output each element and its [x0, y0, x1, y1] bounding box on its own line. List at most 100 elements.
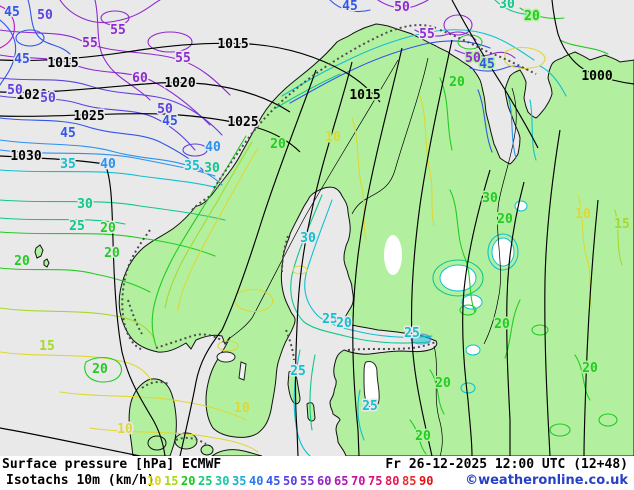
wind-label-20: 20: [14, 254, 30, 269]
contour-yellow: [89, 427, 259, 453]
wind-label-55: 55: [419, 27, 435, 42]
pressure-label-1025: 1025: [227, 115, 258, 130]
scale-value-75: 75: [368, 474, 383, 488]
wind-label-20: 20: [582, 361, 598, 376]
pressure-label-1025: 1025: [73, 109, 104, 124]
wind-label-10: 10: [117, 422, 133, 437]
contour-cyan-baltic: [293, 349, 311, 456]
wind-label-45: 45: [342, 0, 358, 14]
wind-label-30: 30: [77, 197, 93, 212]
contour-lime-land: [614, 209, 623, 266]
isotach-color-scale: 10 15 20 25 30 35 40 45 50 55 60 65 70 75 80 85 90: [147, 474, 436, 488]
isobar: [506, 181, 525, 456]
contour-green-ring: [459, 304, 477, 316]
contour-lake-ring: [432, 259, 484, 297]
wind-label-20: 20: [494, 317, 510, 332]
wind-label-50: 50: [40, 91, 56, 106]
contour-lake-ring: [487, 233, 519, 271]
snowfield-finland: [384, 235, 402, 275]
contour-teal: [0, 217, 126, 225]
surface-pressure-title: Surface pressure [hPa] ECMWF: [2, 457, 222, 472]
contour-green-land: [151, 135, 247, 347]
weather-map: 1015 1015 1015 1020 1020 1025 1025 1030 1000 45 50…: [0, 0, 634, 456]
wind-label-20: 20: [92, 362, 108, 377]
contour-yellow-land: [419, 95, 435, 227]
contour-blue: [27, 0, 71, 55]
scale-value-60: 60: [317, 474, 332, 488]
isobar: [451, 0, 539, 149]
wind-label-30: 30: [499, 0, 515, 12]
contour-teal-coastal: [275, 73, 341, 109]
island-small: [200, 444, 214, 456]
border-norway-sweden: [229, 59, 399, 339]
wind-label-30: 30: [300, 231, 316, 246]
scale-value-90: 90: [419, 474, 434, 488]
wind-label-35: 35: [60, 157, 76, 172]
wind-label-25: 25: [362, 399, 378, 414]
contour-violet: [0, 77, 223, 136]
wind-label-50: 50: [7, 83, 23, 98]
contour-cyan-baltic: [357, 389, 365, 441]
isobar-1000: [551, 0, 634, 85]
wind-label-20: 20: [104, 246, 120, 261]
contour-cyan-gulf: [304, 199, 433, 338]
wind-label-40: 40: [100, 157, 116, 172]
wind-label-20: 20: [270, 137, 286, 152]
contour-blue: [469, 65, 529, 72]
isobar: [179, 69, 317, 456]
contour-purple-ring: [443, 14, 473, 36]
mountain-estonia-coast: [347, 341, 437, 351]
wind-label-45: 45: [162, 114, 178, 129]
pressure-label-1015: 1015: [349, 88, 380, 103]
lake-ladoga-edge: [465, 344, 481, 356]
contour-green-land: [574, 354, 591, 401]
border-sweden-finland: [351, 57, 429, 215]
pressure-label-1015: 1015: [47, 56, 78, 71]
wind-label-55: 55: [175, 51, 191, 66]
isobar: [544, 129, 561, 456]
contour-green-ring: [84, 356, 123, 383]
isobar: [410, 39, 453, 456]
pressure-label-1015: 1015: [217, 37, 248, 52]
wind-label-25: 25: [69, 219, 85, 234]
contour-cyan: [0, 169, 219, 189]
contour-lightblue: [0, 149, 216, 177]
contour-green-ring: [549, 423, 571, 437]
contour-purple-ring: [147, 31, 193, 53]
mountain-ridge: [439, 29, 537, 75]
isotachs-title: Isotachs 10m (km/h): [6, 473, 155, 488]
scale-value-25: 25: [198, 474, 213, 488]
wind-label-50: 50: [157, 102, 173, 117]
scale-value-80: 80: [385, 474, 400, 488]
wind-label-25: 25: [290, 364, 306, 379]
scale-value-20: 20: [181, 474, 196, 488]
contour-green: [0, 267, 151, 293]
contour-green: [0, 231, 216, 257]
wind-label-55: 55: [110, 23, 126, 38]
wind-label-20: 20: [100, 221, 116, 236]
wind-label-20: 20: [524, 9, 540, 24]
wind-label-15: 15: [614, 217, 630, 232]
mountain-ridge: [155, 333, 225, 349]
pressure-label-1000: 1000: [581, 69, 612, 84]
lake-vanern: [216, 351, 236, 363]
contour-cyan: [539, 65, 567, 97]
contour-green-land: [504, 299, 521, 359]
wind-label-45: 45: [14, 52, 30, 67]
copyright-link[interactable]: ©weatheronline.co.uk: [465, 473, 628, 488]
contour-yellow-land: [177, 147, 259, 311]
mountain-denmark: [141, 380, 169, 389]
wind-label-35: 35: [184, 159, 200, 174]
pressure-label-1020: 1020: [164, 76, 195, 91]
mountain-ridge: [213, 24, 437, 189]
scale-value-15: 15: [164, 474, 179, 488]
lake-finland-3: [491, 237, 515, 267]
isobar: [462, 169, 491, 456]
contour-blue-ring: [15, 29, 45, 47]
contour-green-land: [429, 369, 445, 415]
contour-cyan: [529, 99, 537, 161]
wind-label-30: 30: [482, 191, 498, 206]
